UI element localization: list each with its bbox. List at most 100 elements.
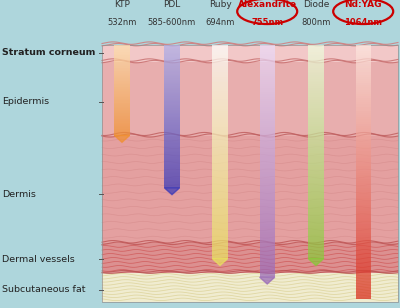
Bar xyxy=(212,115,228,117)
Bar xyxy=(164,125,180,127)
Bar xyxy=(260,107,275,109)
Bar xyxy=(114,67,130,68)
Bar xyxy=(356,258,371,260)
Bar xyxy=(308,77,324,79)
Bar xyxy=(212,75,228,77)
Bar xyxy=(212,151,228,152)
Bar xyxy=(114,65,130,66)
Bar xyxy=(212,178,228,180)
Polygon shape xyxy=(212,259,228,265)
Bar xyxy=(114,59,130,60)
Bar xyxy=(114,57,130,58)
Bar xyxy=(356,115,371,117)
Bar xyxy=(114,103,130,104)
Bar xyxy=(308,230,324,232)
Bar xyxy=(212,54,228,55)
Bar xyxy=(308,73,324,75)
Bar xyxy=(356,294,371,297)
Bar xyxy=(260,70,275,72)
Bar xyxy=(308,241,324,242)
Bar xyxy=(356,222,371,224)
Bar xyxy=(212,81,228,83)
Bar xyxy=(260,176,275,177)
Bar xyxy=(308,48,324,50)
Bar xyxy=(212,230,228,232)
Bar xyxy=(212,253,228,255)
Bar xyxy=(164,170,180,171)
Bar xyxy=(308,93,324,95)
Bar xyxy=(356,141,371,143)
Bar xyxy=(308,246,324,248)
Bar xyxy=(212,235,228,237)
Bar xyxy=(164,132,180,134)
Bar xyxy=(308,149,324,151)
Bar xyxy=(356,166,371,168)
Bar xyxy=(114,129,130,130)
Bar xyxy=(212,192,228,194)
Bar xyxy=(308,221,324,223)
Bar xyxy=(308,72,324,73)
Bar xyxy=(356,194,371,196)
Bar xyxy=(212,113,228,115)
Bar xyxy=(164,137,180,139)
Bar xyxy=(164,71,180,72)
Bar xyxy=(260,244,275,246)
Bar xyxy=(164,176,180,177)
Bar xyxy=(356,62,371,64)
Bar xyxy=(164,136,180,137)
Bar xyxy=(356,162,371,164)
Bar xyxy=(164,163,180,164)
Bar xyxy=(356,85,371,87)
Bar xyxy=(114,94,130,95)
Bar xyxy=(164,152,180,153)
Bar xyxy=(114,91,130,92)
Bar xyxy=(164,180,180,181)
Bar xyxy=(114,50,130,51)
Bar xyxy=(114,71,130,72)
Bar xyxy=(260,256,275,258)
Bar xyxy=(114,74,130,75)
Bar xyxy=(260,183,275,185)
Bar xyxy=(114,85,130,86)
Bar xyxy=(212,216,228,217)
Bar xyxy=(260,45,275,47)
Bar xyxy=(356,248,371,250)
Bar xyxy=(260,84,275,86)
Bar xyxy=(308,91,324,93)
Bar xyxy=(212,252,228,253)
Bar xyxy=(356,282,371,284)
Bar xyxy=(164,123,180,124)
Bar xyxy=(260,248,275,250)
Bar xyxy=(356,72,371,75)
Polygon shape xyxy=(114,136,130,142)
Bar xyxy=(308,79,324,81)
Bar xyxy=(308,75,324,77)
Bar xyxy=(356,175,371,177)
Bar xyxy=(212,149,228,151)
Bar xyxy=(114,56,130,57)
Bar xyxy=(260,164,275,166)
Bar xyxy=(164,115,180,116)
Text: Subcutaneous fat: Subcutaneous fat xyxy=(2,285,86,294)
Bar xyxy=(114,119,130,120)
Bar xyxy=(114,111,130,112)
Bar xyxy=(356,245,371,248)
Bar xyxy=(212,99,228,100)
Bar xyxy=(356,158,371,160)
Bar xyxy=(114,83,130,84)
Text: 585-600nm: 585-600nm xyxy=(148,18,196,27)
Bar xyxy=(212,237,228,239)
Bar xyxy=(164,82,180,83)
Bar xyxy=(212,210,228,212)
Bar xyxy=(260,152,275,154)
Bar xyxy=(212,244,228,246)
Polygon shape xyxy=(260,277,275,284)
Bar xyxy=(212,167,228,169)
Bar xyxy=(308,180,324,181)
Bar xyxy=(308,138,324,140)
Text: 1064nm: 1064nm xyxy=(344,18,382,27)
Bar xyxy=(114,68,130,69)
Bar xyxy=(212,118,228,120)
Bar xyxy=(212,183,228,185)
Bar xyxy=(260,158,275,160)
